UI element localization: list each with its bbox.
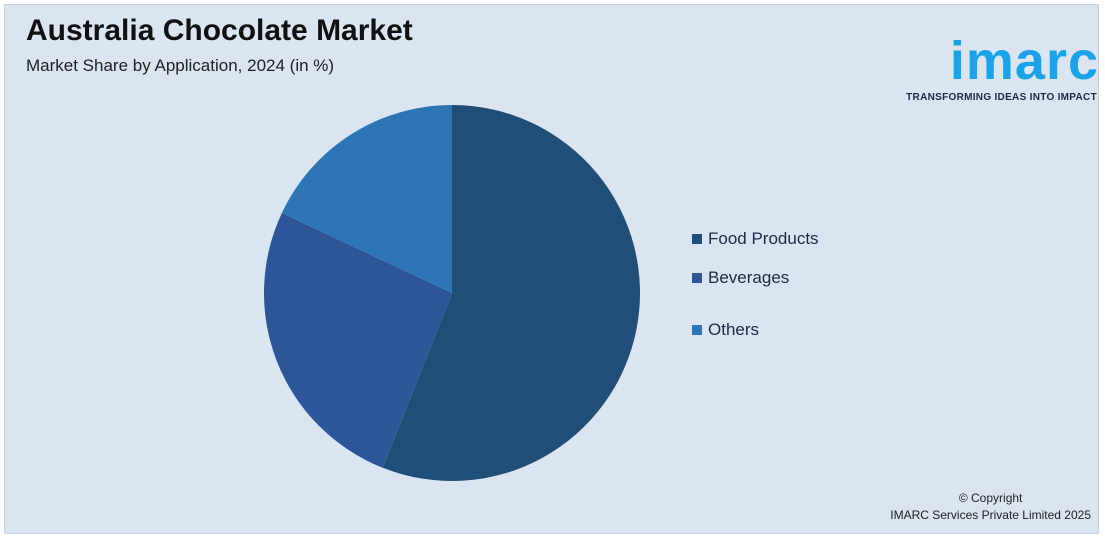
page-title: Australia Chocolate Market [26,14,413,47]
copyright-line: © Copyright [958,491,1023,505]
legend-swatch [692,234,702,244]
pie-slice-others [281,105,452,293]
legend-label: Food Products [708,229,819,248]
logo-tagline: TRANSFORMING IDEAS INTO IMPACT [906,92,1097,103]
legend-item-food-products: Food Products [692,226,819,252]
imarc-logo: imarc TRANSFORMING IDEAS INTO IMPACT [884,10,1099,110]
copyright-company: IMARC Services Private Limited 2025 [890,508,1091,522]
pie-slice-food-products [382,105,640,481]
page-subtitle: Market Share by Application, 2024 (in %) [26,56,335,75]
legend-swatch [692,273,702,283]
legend-swatch [692,325,702,335]
copyright-notice: © Copyright IMARC Services Private Limit… [890,490,1091,524]
logo-wordmark: imarc [949,31,1099,91]
legend-label: Beverages [708,268,790,287]
legend-label: Others [708,320,760,339]
legend-item-beverages: Beverages [692,252,819,304]
chart-legend: Food Products Beverages Others [692,226,819,356]
legend-item-others: Others [692,304,819,356]
pie-slice-beverages [264,212,452,468]
